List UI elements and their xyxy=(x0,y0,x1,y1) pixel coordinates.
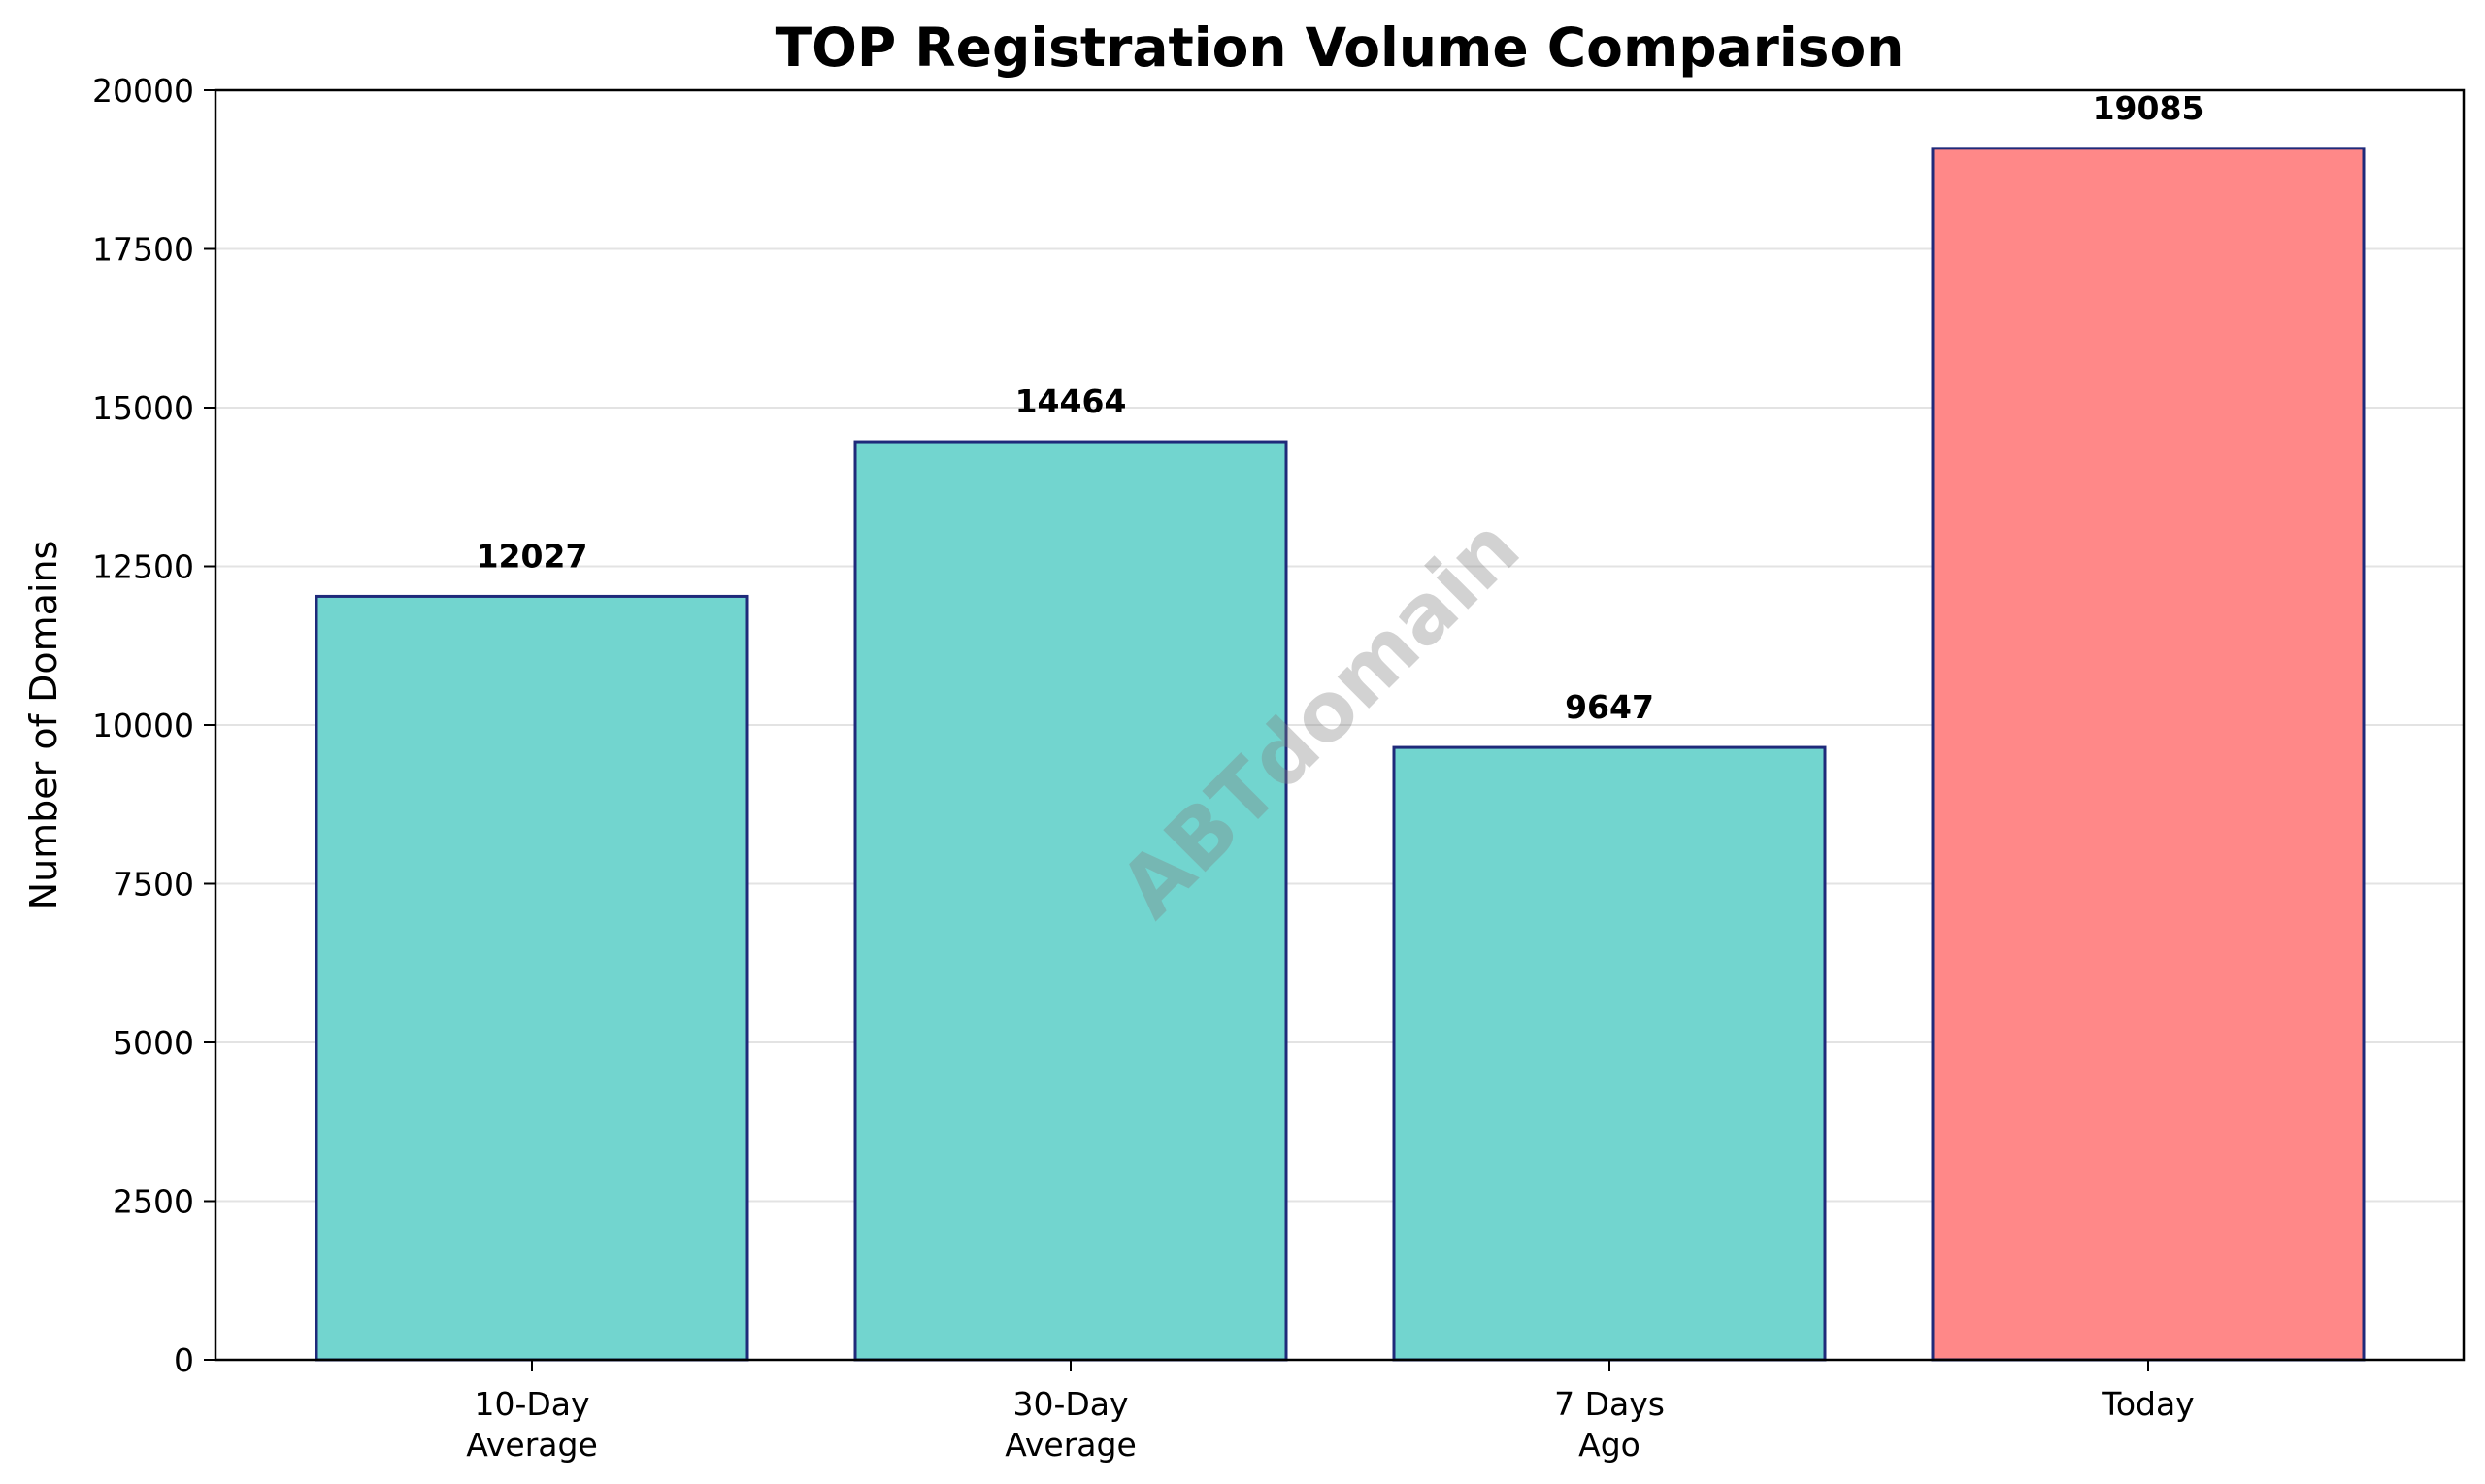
bars xyxy=(315,147,2366,1362)
x-tick-label: Average xyxy=(466,1426,598,1464)
y-tick-label: 12500 xyxy=(92,548,194,586)
x-tick-label: 7 Days xyxy=(1554,1385,1665,1423)
x-tick-label: Ago xyxy=(1578,1426,1640,1464)
bar xyxy=(1392,745,1827,1362)
y-axis-label: Number of Domains xyxy=(22,541,65,910)
y-tick-label: 7500 xyxy=(113,866,194,904)
y-tick-label: 2500 xyxy=(113,1183,194,1221)
x-tick-label: Average xyxy=(1005,1426,1137,1464)
x-tick-label: Today xyxy=(2101,1385,2194,1423)
bar-value-label: 19085 xyxy=(2093,89,2204,127)
y-tick-label: 17500 xyxy=(92,231,194,269)
chart-title: TOP Registration Volume Comparison xyxy=(776,16,1905,79)
y-tick-label: 0 xyxy=(174,1341,194,1379)
bar-value-label: 12027 xyxy=(477,537,588,575)
x-tick-label: 10-Day xyxy=(474,1385,589,1423)
bar xyxy=(853,440,1288,1362)
y-axis: 0 2500 5000 7500 10000 12500 15000 17500 20000 xyxy=(92,72,215,1379)
x-tick-label: 30-Day xyxy=(1012,1385,1128,1423)
y-tick-label: 5000 xyxy=(113,1024,194,1062)
bar xyxy=(1931,147,2366,1362)
y-tick-label: 10000 xyxy=(92,707,194,744)
bar xyxy=(315,594,749,1362)
bar-value-label: 9647 xyxy=(1565,688,1654,726)
bar-value-label: 14464 xyxy=(1015,382,1127,420)
y-tick-label: 20000 xyxy=(92,72,194,110)
y-tick-label: 15000 xyxy=(92,389,194,427)
value-labels: 12027 14464 9647 19085 xyxy=(477,89,2204,726)
